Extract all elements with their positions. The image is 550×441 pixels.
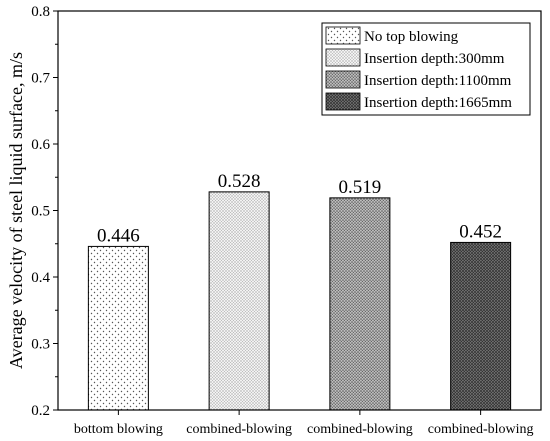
x-category-label: bottom blowing (74, 422, 163, 437)
value-label-3: 0.519 (339, 177, 382, 198)
x-category-label: combined-blowing (307, 422, 413, 437)
legend-label-4: Insertion depth:1665mm (364, 95, 512, 111)
y-tick-label: 0.6 (31, 137, 50, 153)
x-category-label: combined-blowing (428, 422, 534, 437)
y-tick-label: 0.4 (31, 270, 50, 286)
legend-swatch-3 (325, 70, 361, 89)
bar-1 (87, 245, 149, 411)
legend-label-2: Insertion depth:300mm (364, 51, 505, 67)
bar-4 (450, 241, 512, 411)
bars-group (87, 191, 512, 411)
bar-3 (329, 197, 391, 411)
value-label-2: 0.528 (218, 171, 261, 192)
legend-swatch-4 (325, 92, 361, 111)
legend-label-3: Insertion depth:1100mm (364, 73, 512, 89)
y-tick-label: 0.7 (31, 71, 50, 87)
legend-swatch-1 (325, 26, 361, 45)
y-axis-label: Average velocity of steel liquid surface… (6, 52, 26, 369)
y-tick-label: 0.8 (31, 4, 50, 20)
legend-label-1: No top blowing (364, 29, 459, 45)
value-label-4: 0.452 (459, 221, 502, 242)
legend-swatch-2 (325, 48, 361, 67)
y-tick-label: 0.3 (31, 337, 50, 353)
y-axis-ticks: 0.2 0.3 0.4 0.5 0.6 0.7 0.8 (31, 4, 58, 419)
value-label-1: 0.446 (97, 225, 140, 246)
x-axis-labels: bottom blowing combined-blowing combined-b… (74, 410, 534, 437)
bar-2 (208, 191, 270, 411)
x-category-label: combined-blowing (186, 422, 292, 437)
y-tick-label: 0.2 (31, 403, 50, 419)
legend: No top blowing Insertion depth:300mm Inser… (321, 22, 531, 116)
value-labels-group: 0.446 0.528 0.519 0.452 (97, 171, 502, 247)
y-tick-label: 0.5 (31, 204, 50, 220)
